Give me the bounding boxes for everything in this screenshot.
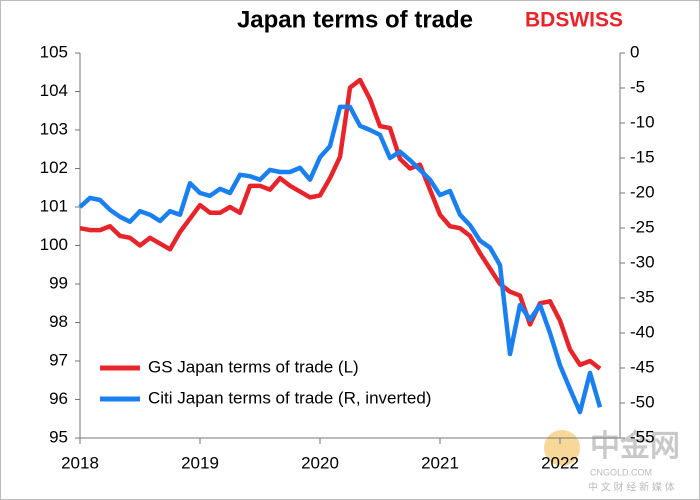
y-tick-label: 96 (49, 389, 68, 408)
y2-tick-label: -35 (630, 287, 655, 306)
y-tick-label: 101 (40, 196, 68, 215)
legend-label: Citi Japan terms of trade (R, inverted) (148, 388, 431, 407)
y2-tick-label: -15 (630, 147, 655, 166)
x-tick-label: 2021 (421, 453, 459, 472)
x-tick-label: 2018 (61, 453, 99, 472)
y-tick-label: 98 (49, 312, 68, 331)
y2-tick-label: 0 (630, 42, 639, 61)
chart-title: Japan terms of trade (237, 6, 473, 33)
watermark: 中金网 (590, 429, 680, 463)
logo: BDSWISS (525, 9, 623, 32)
series-line (79, 77, 602, 371)
watermark-sub: 中 文 财 经 新 媒 体 (588, 481, 675, 494)
series-line (78, 104, 603, 415)
watermark-icon (544, 430, 580, 466)
y2-tick-label: -50 (630, 392, 655, 411)
y-tick-label: 103 (40, 119, 68, 138)
x-tick-label: 2020 (301, 453, 339, 472)
y2-tick-label: -45 (630, 357, 655, 376)
watermark-url: CNGOLD.COM (590, 467, 652, 477)
y-tick-label: 102 (40, 158, 68, 177)
y-tick-label: 99 (49, 273, 68, 292)
y2-tick-label: -5 (630, 77, 645, 96)
y-tick-label: 95 (49, 427, 68, 446)
y-tick-label: 100 (40, 235, 68, 254)
y-tick-label: 97 (49, 350, 68, 369)
y2-tick-label: -20 (630, 182, 655, 201)
legend-label: GS Japan terms of trade (L) (148, 357, 359, 376)
y2-tick-label: -55 (630, 427, 655, 446)
y2-tick-label: -10 (630, 112, 655, 131)
y-tick-label: 105 (40, 42, 68, 61)
x-tick-label: 2019 (181, 453, 219, 472)
y-tick-label: 104 (40, 81, 68, 100)
y2-tick-label: -40 (630, 322, 655, 341)
x-tick-label: 2022 (541, 453, 579, 472)
y2-tick-label: -25 (630, 217, 655, 236)
y2-tick-label: -30 (630, 252, 655, 271)
